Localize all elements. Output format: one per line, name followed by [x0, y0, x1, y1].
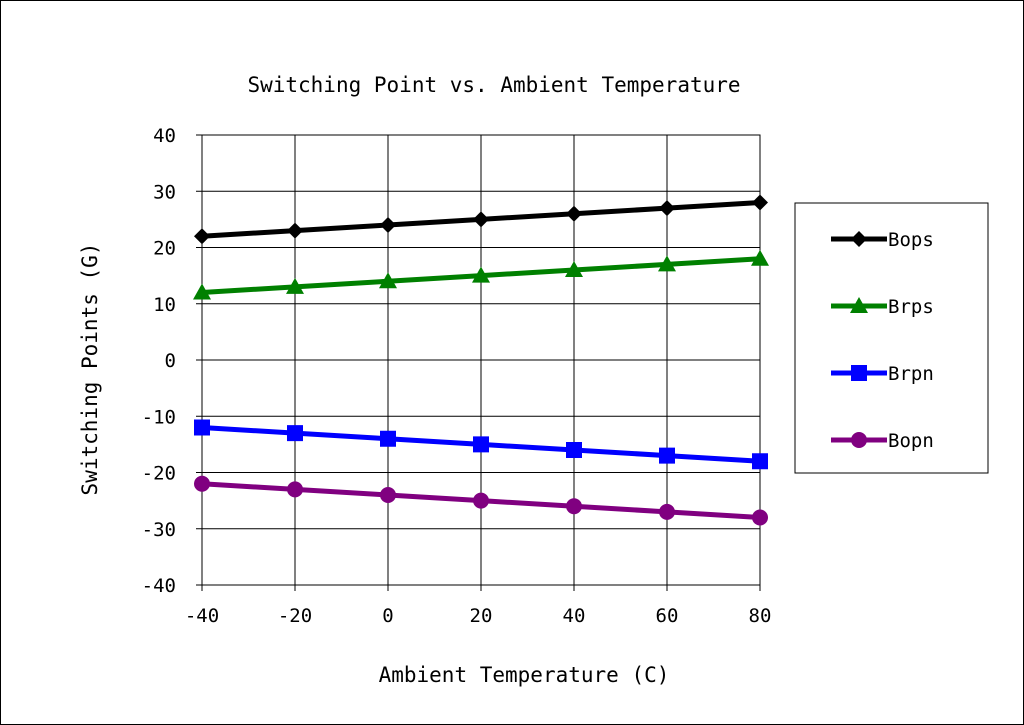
- plot-area-border: [201, 134, 761, 586]
- x-tick-label: -40: [185, 605, 219, 627]
- legend-item-bops: Bops: [831, 229, 934, 251]
- y-tick-label: 30: [153, 181, 176, 203]
- triangle-marker: [751, 249, 769, 266]
- diamond-marker: [752, 194, 768, 211]
- series-bops: [194, 194, 768, 245]
- x-tick-label: 80: [749, 605, 772, 627]
- diamond-marker: [566, 205, 582, 222]
- x-tick-label: -20: [278, 605, 312, 627]
- series-brpn: [194, 419, 768, 470]
- data-series: [193, 194, 769, 526]
- legend-item-brps: Brps: [831, 296, 934, 318]
- legend-label: Brps: [888, 296, 934, 318]
- y-tick-label: 0: [165, 350, 176, 372]
- chart-title: Switching Point vs. Ambient Temperature: [247, 73, 740, 97]
- y-tick-label: -10: [142, 406, 176, 428]
- square-marker: [380, 430, 396, 447]
- square-marker: [659, 447, 675, 464]
- y-tick-label: -20: [142, 463, 176, 485]
- triangle-marker: [193, 283, 211, 300]
- circle-marker: [752, 509, 768, 526]
- square-marker: [473, 436, 489, 453]
- square-marker: [566, 442, 582, 458]
- diamond-marker: [194, 228, 210, 245]
- legend-item-bopn: Bopn: [831, 430, 934, 452]
- y-tick-label: 40: [153, 125, 176, 147]
- square-marker: [752, 453, 768, 470]
- x-axis-label: Ambient Temperature (C): [379, 663, 670, 687]
- triangle-marker: [286, 277, 304, 294]
- triangle-marker: [379, 272, 397, 289]
- x-tick-label: 20: [470, 605, 493, 627]
- legend-label: Bops: [888, 229, 934, 251]
- triangle-marker: [565, 261, 583, 277]
- x-tick-label: 0: [382, 605, 393, 627]
- x-tick-label: 60: [656, 605, 679, 627]
- legend: Bops Brps Brpn Bopn: [794, 202, 989, 474]
- circle-marker: [851, 432, 867, 448]
- circle-marker: [473, 492, 489, 509]
- diamond-marker: [380, 217, 396, 233]
- circle-marker: [659, 503, 675, 520]
- triangle-marker: [850, 297, 868, 313]
- diamond-marker: [287, 222, 303, 239]
- square-marker: [287, 425, 303, 442]
- series-bopn: [194, 475, 768, 526]
- y-tick-label: 20: [153, 238, 176, 260]
- legend-label: Bopn: [888, 430, 934, 452]
- y-axis-label: Switching Points (G): [78, 243, 102, 496]
- y-tick-label: -40: [142, 575, 176, 597]
- legend-box: [794, 202, 989, 474]
- square-marker: [851, 365, 867, 381]
- series-brps: [193, 249, 769, 300]
- x-tick-label: 40: [563, 605, 586, 627]
- y-tick-label: 10: [153, 294, 176, 316]
- circle-marker: [287, 481, 303, 498]
- legend-item-brpn: Brpn: [831, 363, 934, 385]
- diamond-marker: [473, 211, 489, 228]
- diamond-marker: [659, 200, 675, 217]
- circle-marker: [566, 498, 582, 515]
- diamond-marker: [851, 231, 867, 247]
- legend-label: Brpn: [888, 363, 934, 385]
- triangle-marker: [658, 255, 676, 272]
- circle-marker: [194, 475, 210, 492]
- tick-labels: -40 -30 -20 -10 0 10 20 30 40 -40 -20 0 20 40 60 80: [142, 125, 772, 627]
- square-marker: [194, 419, 210, 436]
- triangle-marker: [472, 266, 490, 283]
- y-tick-label: -30: [142, 519, 176, 541]
- circle-marker: [380, 487, 396, 503]
